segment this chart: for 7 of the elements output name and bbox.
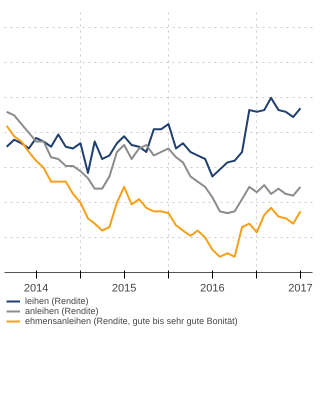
x-tick-label: 2016: [200, 282, 225, 294]
legend-label: ehmensanleihen (Rendite, gute bis sehr gute Bonität): [25, 316, 238, 326]
legend-label: anleihen (Rendite): [25, 306, 99, 316]
x-tick-label: 2015: [112, 282, 136, 294]
x-tick-label: 2014: [24, 282, 48, 294]
x-tick-label: 2017: [288, 282, 313, 294]
legend-label: leihen (Rendite): [25, 296, 89, 306]
